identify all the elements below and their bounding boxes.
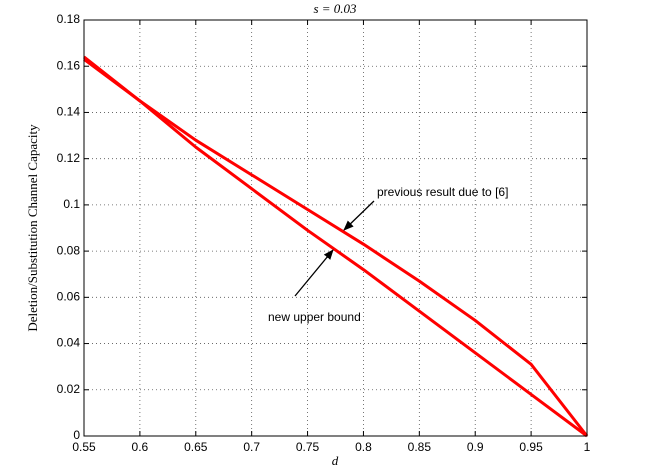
x-tick-label: 0.55 [72, 440, 96, 454]
x-tick-label: 0.75 [296, 440, 320, 454]
x-tick-label: 0.85 [408, 440, 432, 454]
y-tick-label: 0.02 [57, 382, 81, 396]
annotation-arrow [343, 200, 375, 231]
x-tick-label: 0.8 [355, 440, 372, 454]
y-tick-label: 0 [73, 428, 80, 442]
x-tick-label: 1 [584, 440, 591, 454]
x-axis-label: d [332, 453, 339, 468]
y-tick-label: 0.12 [57, 151, 81, 165]
x-tick-label: 0.6 [132, 440, 149, 454]
y-tick-label: 0.08 [57, 243, 81, 257]
y-tick-label: 0.1 [63, 197, 80, 211]
y-tick-label: 0.14 [57, 105, 81, 119]
x-tick-label: 0.65 [184, 440, 208, 454]
y-axis-label: Deletion/Substitution Channel Capacity [25, 124, 40, 332]
x-tick-label: 0.9 [467, 440, 484, 454]
y-tick-label: 0.06 [57, 290, 81, 304]
annotation: previous result due to [6] [377, 185, 508, 199]
y-tick-label: 0.16 [57, 58, 81, 72]
y-tick-label: 0.18 [57, 12, 81, 26]
data-line [83, 58, 589, 437]
y-tick-label: 0.04 [57, 336, 81, 350]
axes-box [83, 19, 588, 437]
chart-title: s = 0.03 [313, 1, 357, 16]
data-line [83, 55, 588, 438]
x-tick-label: 0.95 [519, 440, 543, 454]
x-tick-label: 0.7 [243, 440, 260, 454]
annotation-arrow [294, 249, 334, 297]
annotation: new upper bound [268, 310, 361, 324]
